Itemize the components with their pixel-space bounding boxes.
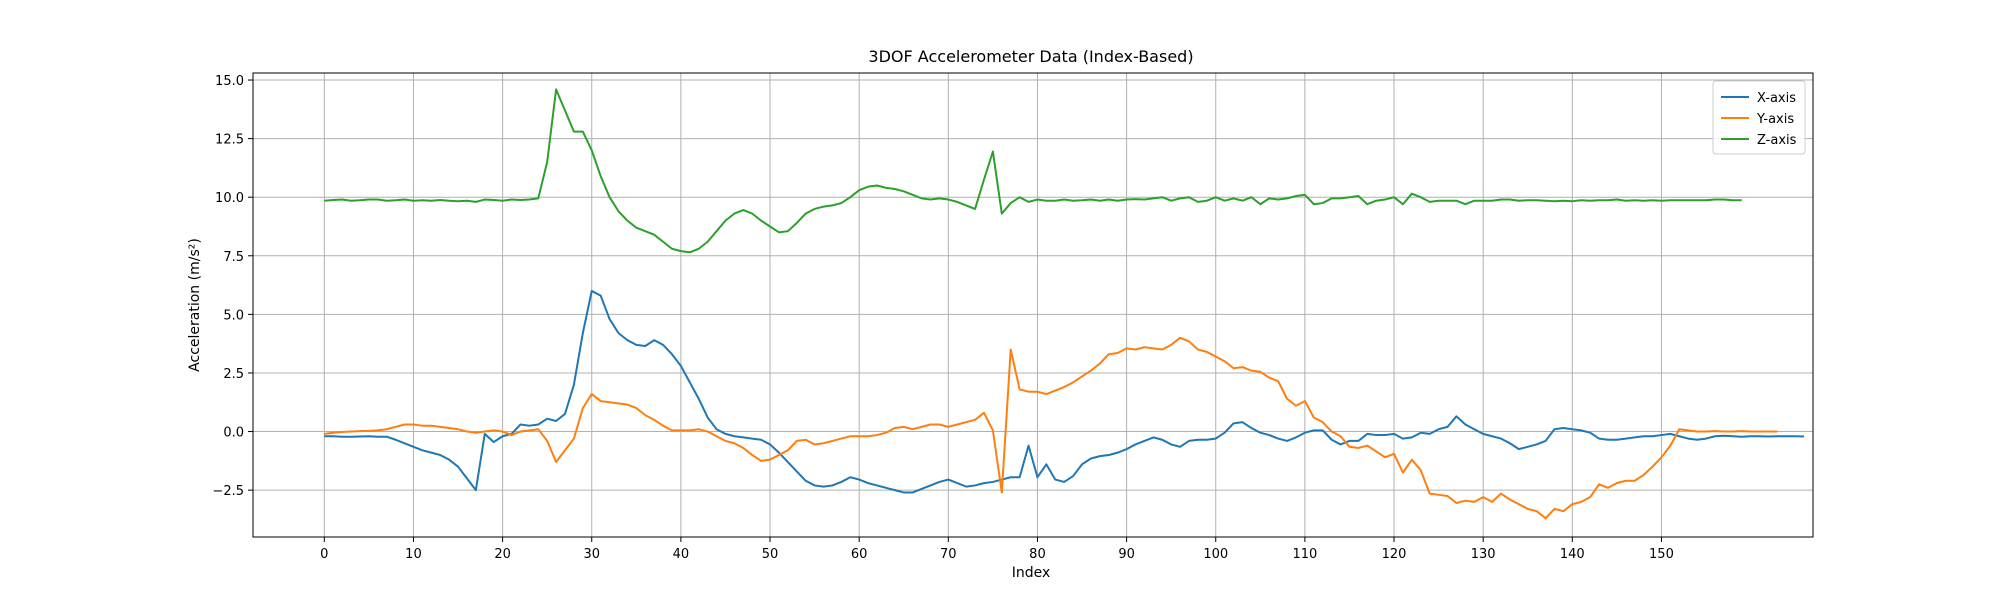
x-tick-label: 10 — [405, 547, 422, 562]
x-tick-label: 60 — [851, 547, 868, 562]
grid — [253, 73, 1813, 537]
y-tick-label: 12.5 — [215, 133, 244, 148]
x-tick-label: 130 — [1471, 547, 1496, 562]
chart-title: 3DOF Accelerometer Data (Index-Based) — [868, 47, 1193, 66]
x-tick-label: 50 — [762, 547, 779, 562]
x-tick-label: 110 — [1292, 547, 1317, 562]
y-tick-label: 10.0 — [215, 191, 244, 206]
y-tick-label: 5.0 — [223, 308, 244, 323]
x-tick-label: 30 — [583, 547, 600, 562]
legend-label: Z-axis — [1757, 133, 1797, 148]
x-tick-label: 90 — [1118, 547, 1135, 562]
x-tick-label: 70 — [940, 547, 957, 562]
legend-label: X-axis — [1757, 91, 1796, 106]
plot-frame — [252, 72, 1814, 538]
y-tick-label: 7.5 — [223, 250, 244, 265]
x-tick-label: 120 — [1382, 547, 1407, 562]
y-tick-label: −2.5 — [212, 484, 244, 499]
y-axis-series-line — [324, 336, 1778, 520]
y-tick-label: 15.0 — [215, 74, 244, 89]
legend: X-axis Y-axis Z-axis — [1712, 80, 1806, 155]
x-tick-label: 140 — [1560, 547, 1585, 562]
x-axis-label: Index — [1012, 565, 1051, 581]
z-axis-series-line — [324, 88, 1742, 254]
x-tick-label: 150 — [1649, 547, 1674, 562]
x-tick-label: 80 — [1029, 547, 1046, 562]
x-tick-label: 100 — [1203, 547, 1228, 562]
y-tick-label: 2.5 — [223, 367, 244, 382]
x-tick-label: 40 — [673, 547, 690, 562]
x-axis-ticks: 0 10 20 30 40 50 60 70 80 90 100 110 120 130 140 150 — [320, 537, 1674, 562]
x-tick-label: 0 — [320, 547, 328, 562]
plot-lines — [324, 88, 1805, 520]
legend-label: Y-axis — [1756, 112, 1794, 127]
x-tick-label: 20 — [494, 547, 511, 562]
y-axis-ticks: −2.5 0.0 2.5 5.0 7.5 10.0 12.5 15.0 — [212, 74, 253, 499]
legend-box — [1712, 80, 1806, 155]
y-axis-label: Acceleration (m/s²) — [187, 238, 203, 372]
x-axis-series-line — [324, 289, 1805, 494]
y-tick-label: 0.0 — [223, 426, 244, 441]
